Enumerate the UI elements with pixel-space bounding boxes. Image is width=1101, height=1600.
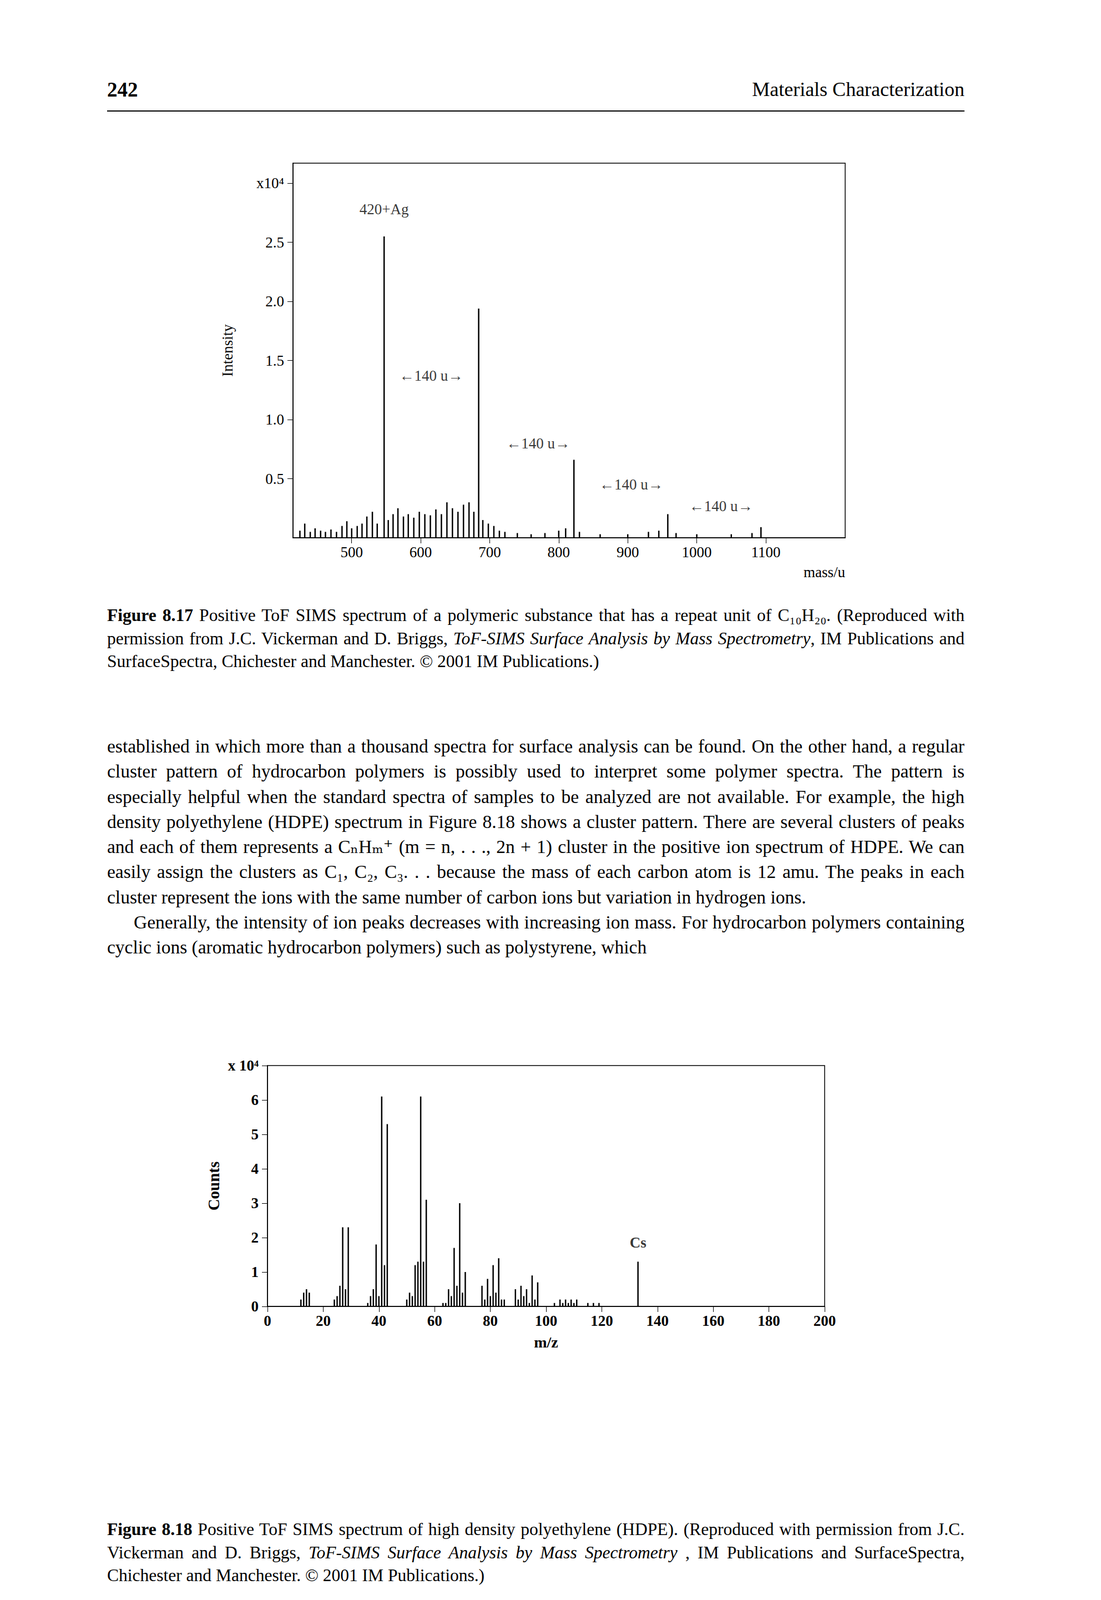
svg-text:420+Ag: 420+Ag	[359, 200, 409, 218]
svg-text:20: 20	[315, 1312, 331, 1330]
html-text:established in which more than: established in which more than a thousan…	[107, 735, 965, 908]
svg-text:m/z: m/z	[533, 1333, 559, 1351]
svg-text:1: 1	[251, 1263, 260, 1281]
svg-text:80: 80	[482, 1312, 498, 1330]
svg-text:0: 0	[251, 1298, 260, 1315]
svg-text:180: 180	[757, 1312, 781, 1330]
svg-text:160: 160	[701, 1312, 725, 1330]
html-text:Figure 8.18 Positive ToF SIMS: Figure 8.18 Positive ToF SIMS spectrum o…	[107, 1519, 965, 1585]
html-text:Materials Characterization: Materials Characterization	[752, 78, 965, 101]
svg-text:5: 5	[251, 1125, 260, 1143]
svg-text:1000: 1000	[682, 543, 712, 561]
svg-text:2.5: 2.5	[265, 234, 285, 251]
svg-text:900: 900	[616, 543, 640, 561]
svg-text:60: 60	[427, 1312, 443, 1330]
svg-text:4: 4	[251, 1160, 260, 1178]
svg-text:1100: 1100	[750, 543, 781, 561]
svg-text:←140 u→: ←140 u→	[399, 367, 463, 385]
svg-text:←140 u→: ←140 u→	[506, 435, 570, 452]
svg-text:←140 u→: ←140 u→	[689, 497, 754, 515]
svg-text:2.0: 2.0	[265, 293, 285, 310]
svg-text:←140 u→: ←140 u→	[599, 476, 664, 493]
svg-text:Counts: Counts	[204, 1161, 223, 1211]
html-text:242: 242	[107, 78, 138, 101]
svg-text:x 10⁴: x 10⁴	[228, 1057, 259, 1074]
svg-text:1.0: 1.0	[265, 411, 285, 428]
svg-text:Intensity: Intensity	[219, 324, 236, 377]
svg-text:3: 3	[251, 1194, 260, 1212]
html-text:Generally, the intensity of io: Generally, the intensity of ion peaks de…	[107, 911, 965, 958]
svg-text:Cs: Cs	[629, 1234, 647, 1251]
svg-text:600: 600	[409, 543, 433, 561]
svg-text:mass/u: mass/u	[803, 563, 846, 581]
svg-text:140: 140	[646, 1312, 670, 1330]
svg-text:1.5: 1.5	[265, 352, 285, 370]
svg-text:0: 0	[263, 1312, 272, 1330]
svg-text:700: 700	[478, 543, 502, 561]
svg-text:120: 120	[590, 1312, 614, 1330]
svg-text:200: 200	[813, 1312, 837, 1330]
svg-text:800: 800	[547, 543, 570, 561]
svg-text:6: 6	[251, 1091, 260, 1109]
svg-text:40: 40	[371, 1312, 387, 1330]
html-text:Figure 8.17 Positive ToF SIMS: Figure 8.17 Positive ToF SIMS spectrum o…	[107, 605, 965, 671]
svg-text:500: 500	[340, 543, 363, 561]
svg-text:2: 2	[251, 1229, 260, 1246]
svg-text:x10⁴: x10⁴	[256, 174, 285, 192]
svg-text:0.5: 0.5	[265, 470, 285, 488]
svg-text:100: 100	[534, 1312, 558, 1330]
